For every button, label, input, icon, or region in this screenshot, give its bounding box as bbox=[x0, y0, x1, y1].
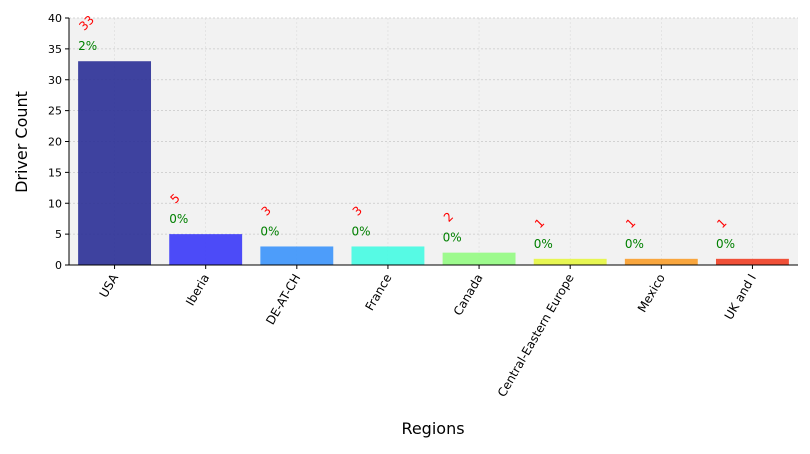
bar-percent-label: 0% bbox=[534, 237, 553, 251]
bar-percent-label: 0% bbox=[443, 231, 462, 245]
x-tick-label: Canada bbox=[451, 272, 486, 319]
x-tick-label: Mexico bbox=[635, 272, 668, 315]
bar-percent-label: 2% bbox=[78, 39, 97, 53]
bar bbox=[351, 246, 425, 265]
bars bbox=[78, 61, 789, 265]
y-axis-label: Driver Count bbox=[12, 91, 31, 193]
grid-lines bbox=[69, 17, 798, 266]
bar bbox=[78, 61, 152, 265]
bar bbox=[715, 258, 789, 265]
y-tick-label: 25 bbox=[48, 105, 62, 118]
x-tick-label: DE-AT-CH bbox=[263, 272, 303, 328]
bar-percent-label: 0% bbox=[716, 237, 735, 251]
y-tick-label: 0 bbox=[55, 259, 62, 272]
y-tick-label: 30 bbox=[48, 74, 62, 87]
x-tick-label: Central-Eastern Europe bbox=[495, 272, 577, 400]
x-tick-label: Iberia bbox=[183, 272, 212, 309]
bar-percent-label: 0% bbox=[351, 224, 370, 238]
bar bbox=[169, 234, 243, 265]
x-tick-label: USA bbox=[97, 271, 122, 300]
x-tick-label: UK and I bbox=[722, 272, 759, 323]
bar bbox=[442, 252, 516, 265]
x-axis-label: Regions bbox=[401, 419, 464, 438]
bar bbox=[260, 246, 334, 265]
bar-percent-label: 0% bbox=[169, 212, 188, 226]
y-tick-label: 5 bbox=[55, 228, 62, 241]
y-tick-label: 40 bbox=[48, 12, 62, 25]
bar bbox=[624, 258, 698, 265]
y-tick-label: 10 bbox=[48, 197, 62, 210]
bar-percent-label: 0% bbox=[260, 224, 279, 238]
y-tick-label: 35 bbox=[48, 43, 62, 56]
x-tick-label: France bbox=[362, 272, 394, 314]
y-tick-label: 20 bbox=[48, 136, 62, 149]
bar bbox=[533, 258, 607, 265]
y-tick-label: 15 bbox=[48, 166, 62, 179]
bar-percent-label: 0% bbox=[625, 237, 644, 251]
